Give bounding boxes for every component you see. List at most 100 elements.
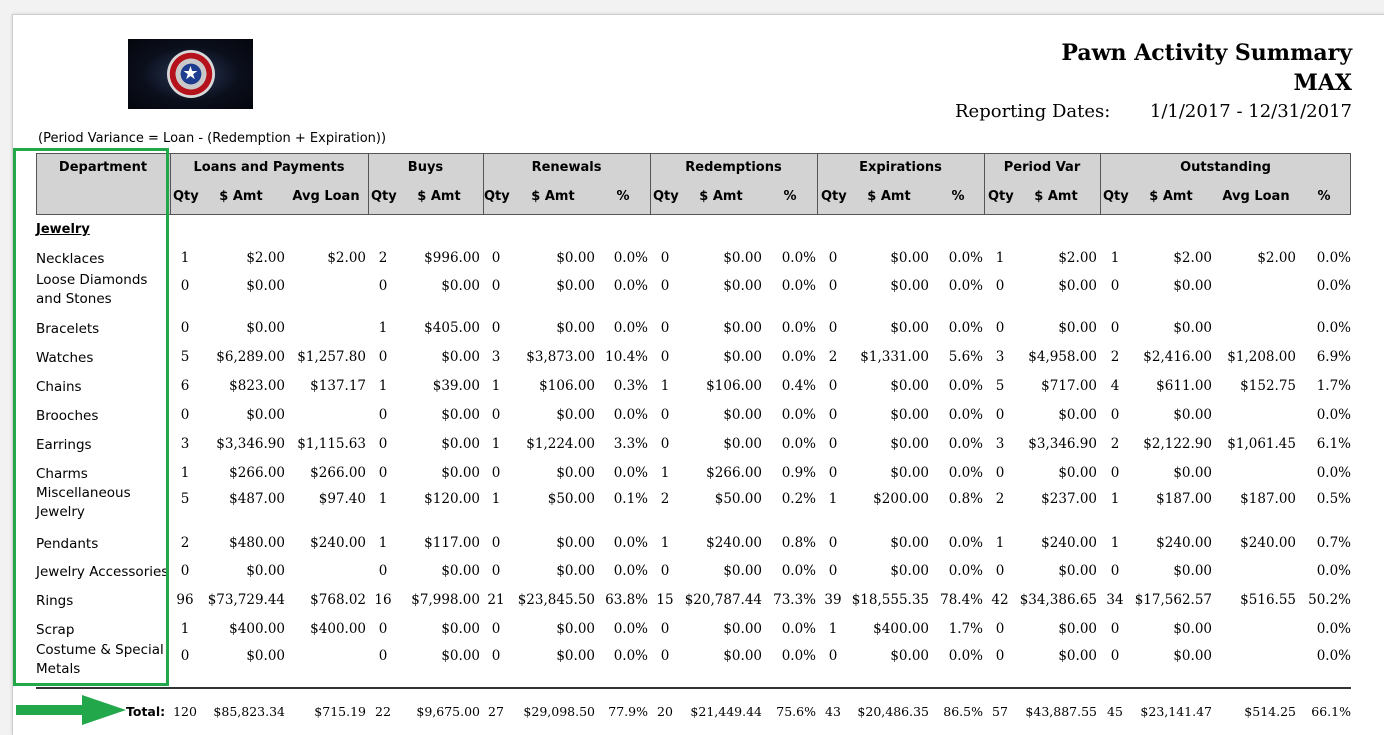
- table-cell: 0.0%: [613, 465, 648, 481]
- table-cell: $0.00: [890, 563, 929, 579]
- table-cell: 0: [180, 407, 190, 423]
- table-cell: 16: [374, 592, 392, 608]
- table-cell: 0: [491, 621, 501, 637]
- table-cell: 0: [491, 648, 501, 664]
- table-cell: $0.00: [1173, 621, 1212, 637]
- column-subheader: Qty: [1103, 189, 1129, 204]
- header-separator: [368, 154, 369, 214]
- table-cell: $400.00: [229, 621, 285, 637]
- table-cell: $152.75: [1240, 378, 1296, 394]
- table-cell: $0.00: [441, 621, 480, 637]
- table-cell: 0.0%: [948, 436, 983, 452]
- column-subheader: Avg Loan: [1222, 189, 1290, 204]
- table-cell: 0.0%: [613, 407, 648, 423]
- table-cell: $0.00: [1173, 320, 1212, 336]
- store-name: MAX: [1293, 70, 1353, 96]
- table-cell: 0: [660, 278, 670, 294]
- table-cell: 0.1%: [613, 491, 648, 507]
- table-cell: 0: [995, 621, 1005, 637]
- table-cell: 2: [828, 349, 838, 365]
- table-cell: $2.00: [327, 250, 366, 266]
- column-subheader: $ Amt: [699, 189, 743, 204]
- table-cell: $0.00: [441, 349, 480, 365]
- table-cell: $0.00: [556, 465, 595, 481]
- table-cell: $0.00: [890, 535, 929, 551]
- table-cell: $487.00: [229, 491, 285, 507]
- table-cell: 3.3%: [613, 436, 648, 452]
- table-cell: 2: [180, 535, 190, 551]
- table-cell: $17,562.57: [1134, 592, 1212, 608]
- table-cell: $120.00: [424, 491, 480, 507]
- table-cell: $0.00: [1173, 563, 1212, 579]
- table-cell: 3: [491, 349, 501, 365]
- table-cell: 0: [180, 278, 190, 294]
- table-cell: 0: [1110, 648, 1120, 664]
- total-cell: 86.5%: [943, 704, 983, 719]
- table-cell: $2,416.00: [1143, 349, 1212, 365]
- table-cell: $480.00: [229, 535, 285, 551]
- total-cell: $514.25: [1244, 704, 1296, 719]
- table-cell: 34: [1106, 592, 1124, 608]
- table-cell: $0.00: [890, 250, 929, 266]
- column-group-header: Buys: [407, 160, 444, 175]
- total-cell: 120: [173, 704, 197, 719]
- table-cell: $0.00: [890, 436, 929, 452]
- table-cell: 0: [828, 465, 838, 481]
- table-cell: $0.00: [723, 320, 762, 336]
- table-cell: $0.00: [723, 621, 762, 637]
- table-cell: $1,115.63: [297, 436, 366, 452]
- table-cell: 0: [828, 278, 838, 294]
- table-cell: $0.00: [246, 563, 285, 579]
- table-cell: 0.4%: [781, 378, 816, 394]
- table-cell: 0.0%: [948, 378, 983, 394]
- table-cell: 1: [180, 621, 190, 637]
- table-cell: 0.0%: [613, 621, 648, 637]
- table-cell: 0: [828, 648, 838, 664]
- department-name: Charms: [36, 466, 88, 482]
- total-cell: $20,486.35: [857, 704, 929, 719]
- table-cell: $0.00: [1058, 407, 1097, 423]
- department-name: Chains: [36, 379, 82, 395]
- table-cell: 2: [378, 250, 388, 266]
- column-group-header: Expirations: [859, 160, 942, 175]
- table-cell: $50.00: [547, 491, 595, 507]
- column-subheader: %: [951, 189, 965, 204]
- table-cell: 0.0%: [948, 320, 983, 336]
- header-separator: [170, 154, 171, 214]
- company-logo: ★: [128, 39, 253, 109]
- table-cell: 0: [660, 648, 670, 664]
- table-cell: 0.0%: [781, 563, 816, 579]
- table-cell: $1,224.00: [526, 436, 595, 452]
- table-cell: 5: [180, 491, 190, 507]
- department-name: Scrap: [36, 622, 75, 638]
- department-name: Costume & Special Metals: [36, 642, 164, 677]
- total-cell: 57: [992, 704, 1008, 719]
- table-cell: 1: [180, 465, 190, 481]
- table-cell: 0: [180, 320, 190, 336]
- table-cell: 0.8%: [948, 491, 983, 507]
- table-cell: $106.00: [539, 378, 595, 394]
- table-cell: $0.00: [723, 648, 762, 664]
- total-cell: $23,141.47: [1140, 704, 1212, 719]
- column-group-header: Period Var: [1003, 160, 1081, 175]
- table-cell: $0.00: [1058, 563, 1097, 579]
- table-cell: 0: [828, 436, 838, 452]
- table-cell: 1: [180, 250, 190, 266]
- table-cell: 0: [828, 378, 838, 394]
- table-cell: 50.2%: [1308, 592, 1351, 608]
- table-cell: 0.0%: [781, 278, 816, 294]
- column-group-header: Redemptions: [685, 160, 782, 175]
- table-cell: $0.00: [556, 278, 595, 294]
- table-cell: 0.0%: [948, 250, 983, 266]
- table-cell: 1: [660, 465, 670, 481]
- table-cell: $0.00: [1173, 407, 1212, 423]
- column-subheader: %: [783, 189, 797, 204]
- table-cell: $0.00: [556, 250, 595, 266]
- table-cell: $73,729.44: [207, 592, 285, 608]
- total-cell: $85,823.34: [213, 704, 285, 719]
- table-cell: 0: [660, 621, 670, 637]
- period-variance-note: (Period Variance = Loan - (Redemption + …: [38, 131, 387, 146]
- column-group-header: Department: [58, 160, 148, 175]
- table-cell: 0.0%: [613, 535, 648, 551]
- table-header: [36, 153, 1351, 215]
